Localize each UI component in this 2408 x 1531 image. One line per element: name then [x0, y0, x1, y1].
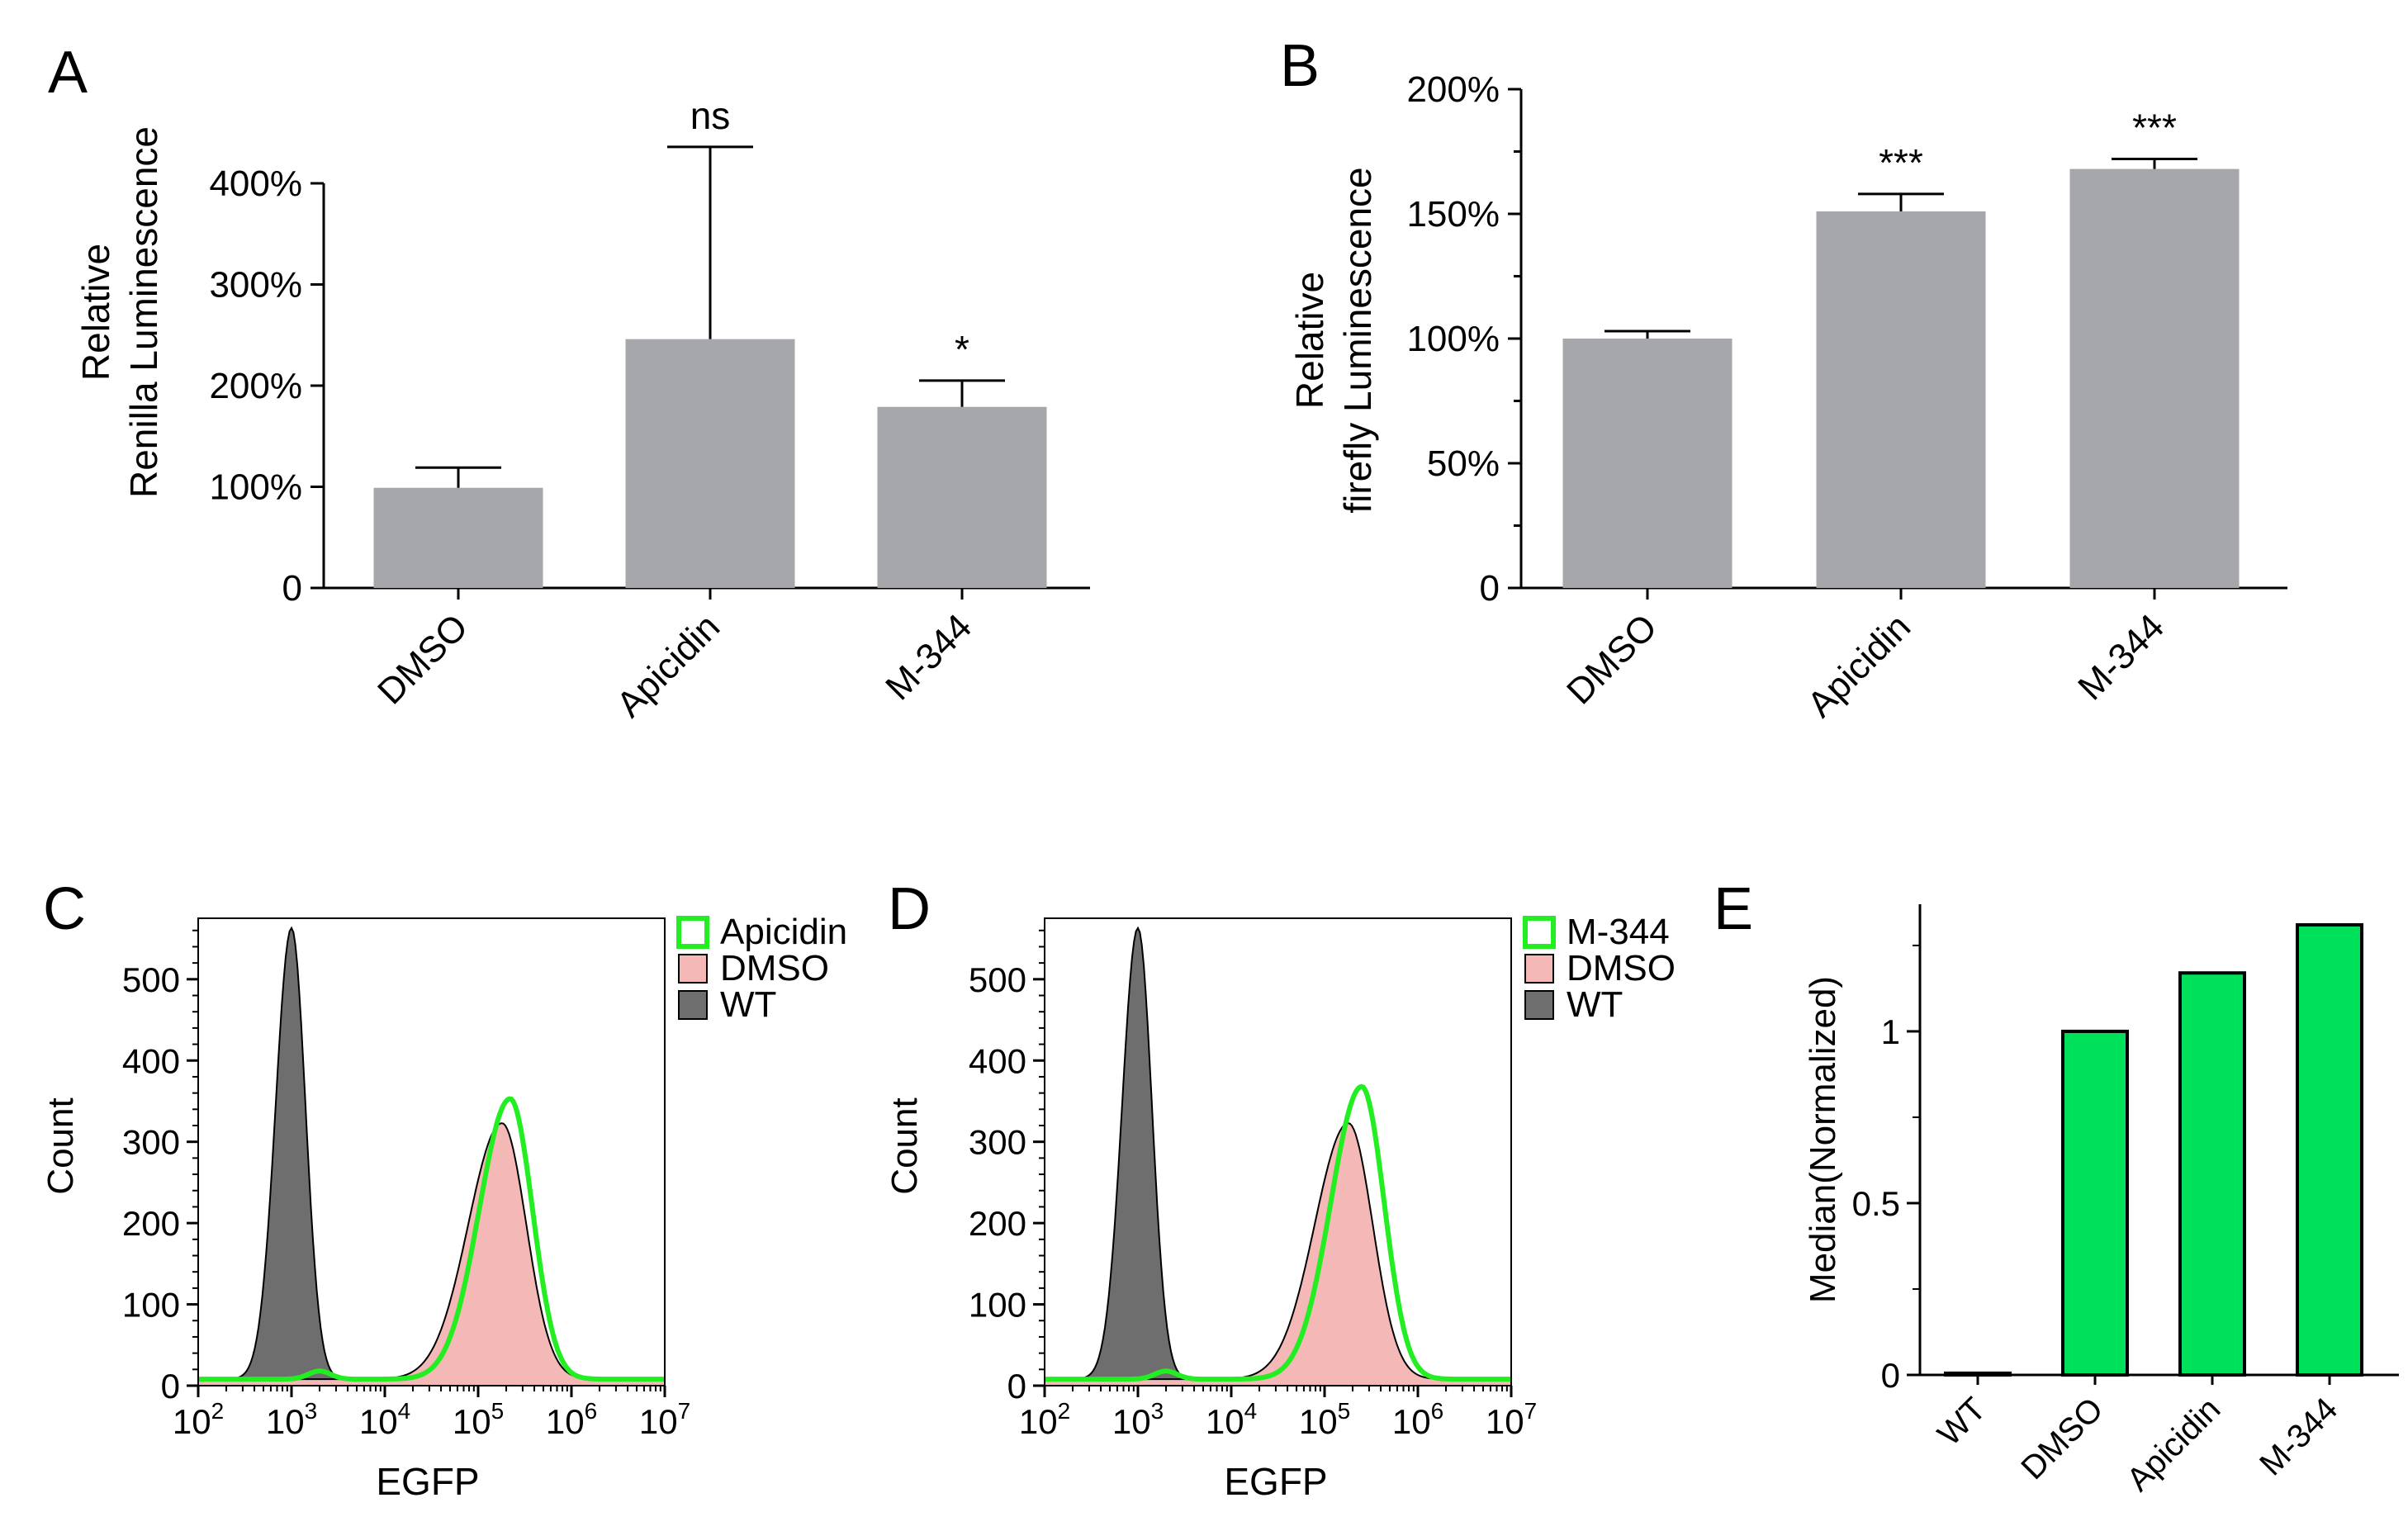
y-tick-label: 300% — [209, 265, 302, 306]
x-tick-label: M-344 — [878, 606, 979, 708]
bar — [2178, 971, 2246, 1377]
x-tick-label: 107 — [1486, 1398, 1537, 1441]
panel-b-ylabel-line2: firefly Luminescence — [1336, 167, 1379, 513]
x-tick-label: WT — [1931, 1391, 1993, 1453]
bar — [2296, 922, 2363, 1377]
y-tick-label: 100 — [122, 1286, 180, 1325]
y-tick-label: 100 — [969, 1286, 1026, 1325]
wt-histogram — [197, 926, 666, 1386]
y-tick-label: 0 — [161, 1367, 180, 1405]
bar — [1944, 1371, 2012, 1377]
y-tick-label: 200 — [969, 1204, 1026, 1243]
y-tick-label: 0 — [1881, 1356, 1900, 1395]
x-tick-label: 104 — [359, 1398, 410, 1441]
y-tick-label: 150% — [1406, 194, 1500, 235]
panel-letter-b: B — [1280, 33, 1320, 99]
y-tick-label: 0 — [282, 568, 302, 609]
panel-letter-e: E — [1714, 876, 1753, 942]
x-tick-label: 106 — [1392, 1398, 1443, 1441]
legend-swatch — [1524, 990, 1554, 1020]
plot-frame — [1044, 917, 1512, 1386]
significance-label: *** — [1879, 141, 1923, 184]
x-tick-label: 105 — [453, 1398, 504, 1441]
legend-swatch — [678, 990, 708, 1020]
panel-letter-c: C — [43, 876, 86, 942]
y-tick-label: 1 — [1881, 1012, 1900, 1051]
treated-histogram-line — [198, 1096, 665, 1382]
x-tick-label: DMSO — [370, 606, 476, 712]
significance-label: ns — [690, 94, 731, 137]
panel-a-ylabel-line1: Relative — [74, 244, 117, 381]
panel-c-ylabel: Count — [40, 1097, 81, 1194]
panel-letter-a: A — [48, 40, 88, 106]
y-tick-label: 300 — [969, 1123, 1026, 1162]
x-tick-label: DMSO — [1559, 606, 1665, 712]
panel-c-xlabel: EGFP — [376, 1460, 479, 1503]
y-tick-label: 200 — [122, 1204, 180, 1243]
y-tick-label: 100% — [209, 467, 302, 508]
legend-swatch — [1523, 916, 1556, 949]
legend-label: WT — [1567, 984, 1623, 1025]
x-tick-label: 104 — [1206, 1398, 1257, 1441]
x-tick-label: 106 — [546, 1398, 597, 1441]
panel-letter-d: D — [888, 876, 931, 942]
bar — [2061, 1029, 2129, 1377]
treated-histogram-line — [1045, 1083, 1511, 1382]
panel-b-bar-chart: 0 50% 100% 150% 200% DMSO *** Apicidin *** M-344 — [1406, 69, 2287, 725]
bar — [1816, 211, 1986, 589]
panel-c-histogram: 0 100 200 300 400 500 102 103 104 105 106 107 Apicid… — [122, 912, 847, 1441]
x-tick-label: 105 — [1299, 1398, 1350, 1441]
legend-label: DMSO — [720, 948, 829, 988]
y-tick-label: 50% — [1427, 443, 1500, 484]
y-tick-label: 400% — [209, 164, 302, 204]
y-tick-label: 0 — [1007, 1367, 1026, 1405]
x-tick-label: M-344 — [2253, 1391, 2344, 1482]
y-tick-label: 200% — [209, 366, 302, 406]
panel-e-bar-chart: 0 0.5 1 WT DMSO Apicidin M-344 — [1852, 904, 2399, 1498]
significance-label: *** — [2132, 107, 2177, 149]
y-tick-label: 400 — [122, 1041, 180, 1080]
bar — [2069, 168, 2240, 588]
x-tick-label: 102 — [173, 1398, 224, 1441]
y-tick-label: 200% — [1406, 69, 1500, 110]
y-tick-label: 100% — [1406, 319, 1500, 359]
bar — [373, 487, 543, 588]
bar — [877, 406, 1047, 588]
legend-label: DMSO — [1567, 948, 1676, 988]
legend-label: Apicidin — [720, 912, 847, 952]
panel-a-ylabel-line2: Renilla Luminescence — [122, 126, 165, 498]
bar — [625, 339, 795, 588]
x-tick-label: DMSO — [2014, 1391, 2110, 1486]
significance-label: * — [955, 328, 969, 371]
plot-frame — [197, 917, 666, 1386]
panel-d-ylabel: Count — [884, 1097, 925, 1194]
legend-swatch — [1524, 954, 1554, 984]
panel-d-histogram: 0 100 200 300 400 500 102 103 104 105 106 107 M-344D… — [969, 912, 1676, 1441]
legend-swatch — [676, 916, 709, 949]
x-tick-label: Apicidin — [2120, 1391, 2227, 1498]
y-tick-label: 0.5 — [1852, 1184, 1900, 1223]
panel-a-bar-chart: 0 100% 200% 300% 400% DMSO ns Apicidin * M-344 — [209, 94, 1090, 725]
panel-e-ylabel: Median(Normalized) — [1803, 976, 1843, 1303]
y-tick-label: 400 — [969, 1041, 1026, 1080]
y-tick-label: 300 — [122, 1123, 180, 1162]
legend-label: M-344 — [1567, 912, 1670, 952]
legend-swatch — [678, 954, 708, 984]
bar — [1562, 339, 1733, 588]
x-tick-label: 102 — [1019, 1398, 1070, 1441]
panel-b-ylabel-line1: Relative — [1288, 272, 1331, 409]
x-tick-label: M-344 — [2070, 606, 2172, 708]
y-tick-label: 500 — [122, 960, 180, 999]
x-tick-label: 103 — [266, 1398, 317, 1441]
y-tick-label: 500 — [969, 960, 1026, 999]
legend-label: WT — [720, 984, 776, 1025]
y-tick-label: 0 — [1480, 568, 1500, 609]
x-tick-label: Apicidin — [1799, 606, 1918, 725]
panel-d-xlabel: EGFP — [1224, 1460, 1327, 1503]
x-tick-label: Apicidin — [609, 606, 728, 725]
wt-histogram — [1044, 926, 1512, 1386]
x-tick-label: 103 — [1112, 1398, 1164, 1441]
x-tick-label: 107 — [639, 1398, 690, 1441]
